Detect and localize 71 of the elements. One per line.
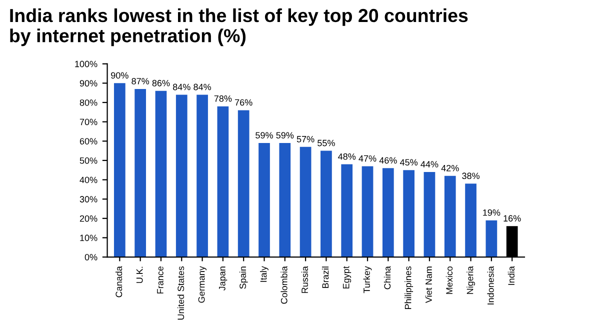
x-tick-label: Viet Nam <box>425 266 432 303</box>
data-label: 78% <box>214 95 232 102</box>
data-label: 84% <box>194 84 211 90</box>
bar <box>444 176 456 258</box>
data-label: 46% <box>379 157 397 164</box>
bar <box>382 168 394 258</box>
x-tick-label: Colombia <box>280 266 288 304</box>
x-tick-label: Philippines <box>404 266 414 309</box>
y-tick-label: 10% <box>80 234 98 242</box>
y-tick-label: 20% <box>80 215 98 222</box>
bar <box>238 110 250 258</box>
x-tick-label: France <box>157 266 164 294</box>
bar <box>341 164 353 258</box>
data-label: 19% <box>483 209 500 216</box>
bar <box>114 83 126 258</box>
y-tick-label: 60% <box>80 138 98 144</box>
x-tick-label: Turkey <box>363 266 372 294</box>
bar <box>300 146 312 258</box>
bar <box>196 94 208 258</box>
x-tick-label: Germany <box>198 266 206 303</box>
data-label: 59% <box>276 132 294 138</box>
data-label: 42% <box>441 164 459 172</box>
y-tick-label: 0% <box>84 254 98 260</box>
data-label: 84% <box>172 84 190 90</box>
x-tick-label: Spain <box>239 266 248 289</box>
bar <box>486 220 498 258</box>
bar <box>155 90 167 258</box>
data-label: 16% <box>504 215 521 222</box>
x-tick-label: Brazil <box>322 266 329 288</box>
bar <box>217 106 229 258</box>
data-label: 45% <box>400 159 418 166</box>
data-label: 44% <box>420 161 438 168</box>
x-tick-label: Russia <box>301 266 308 293</box>
data-label: 57% <box>296 136 314 142</box>
x-tick-label: China <box>384 266 391 290</box>
bar <box>279 143 291 258</box>
data-label: 87% <box>132 78 150 84</box>
x-tick-label: Mexico <box>446 266 453 294</box>
bar <box>424 172 436 258</box>
y-tick-label: 40% <box>80 176 98 184</box>
y-tick-label: 50% <box>80 157 98 164</box>
y-tick-label: 90% <box>80 80 98 87</box>
x-tick-label: Japan <box>219 266 228 291</box>
data-label: 55% <box>318 140 335 146</box>
bar <box>403 170 414 258</box>
chart-title: India ranks lowest in the list of key top 20 countries by internet penetration (%) <box>10 8 468 46</box>
y-tick-label: 30% <box>80 196 98 202</box>
y-tick-label: 100% <box>75 60 98 68</box>
data-label: 47% <box>358 155 376 162</box>
x-tick-label: U.K. <box>136 266 143 283</box>
bar <box>134 88 146 258</box>
y-tick-label: 70% <box>80 118 98 126</box>
x-tick-label: India <box>508 266 515 285</box>
data-label: 59% <box>256 132 273 138</box>
data-label: 76% <box>235 99 252 106</box>
x-tick-label: Nigeria <box>466 266 475 294</box>
bar <box>176 94 188 258</box>
data-label: 38% <box>462 172 480 180</box>
data-label: 90% <box>111 72 128 79</box>
x-tick-label: Italy <box>260 266 268 282</box>
x-tick-label: Egypt <box>342 266 352 288</box>
data-label: 48% <box>338 153 356 160</box>
bar <box>320 150 332 258</box>
x-tick-label: United States <box>177 266 184 320</box>
bar <box>258 143 270 258</box>
bar <box>465 184 476 258</box>
x-tick-label: Canada <box>115 266 122 298</box>
y-tick-label: 80% <box>80 99 98 106</box>
x-tick-label: Indonesia <box>487 266 494 304</box>
data-label: 86% <box>152 80 170 86</box>
bar <box>362 166 374 258</box>
